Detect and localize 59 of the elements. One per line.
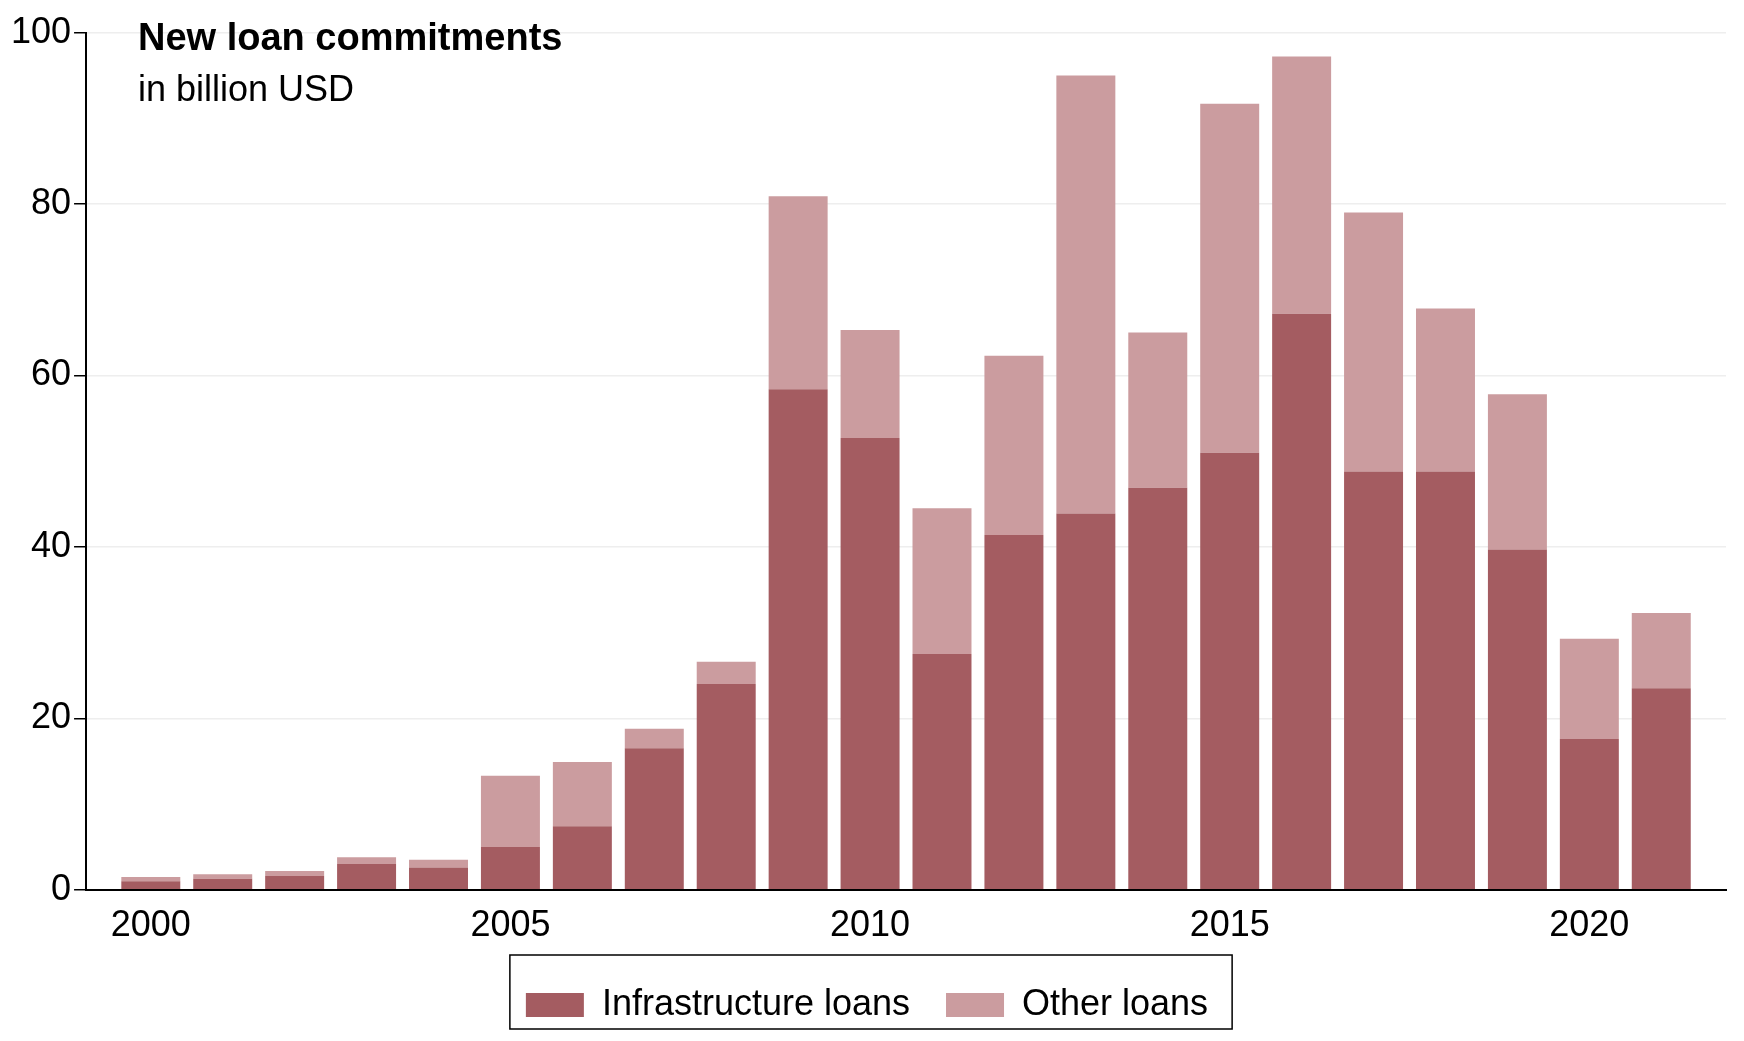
x-tick-label: 2020 (1549, 903, 1630, 945)
bar (840, 330, 900, 439)
bar (265, 876, 325, 890)
bar (1128, 487, 1188, 890)
bar (121, 881, 181, 890)
bar (552, 826, 612, 890)
text: in billion USD (138, 68, 355, 110)
bar (552, 762, 612, 827)
bar (193, 874, 253, 879)
bar (624, 728, 684, 749)
y-tick-label: 40 (31, 523, 72, 565)
legend-label: Other loans (1022, 981, 1209, 1023)
bar (1056, 75, 1116, 514)
bar (1344, 212, 1404, 472)
bar (1272, 56, 1332, 314)
bar (1344, 471, 1404, 890)
bar (1416, 308, 1475, 472)
bar (409, 867, 468, 890)
bar (624, 748, 684, 890)
bar (768, 389, 828, 890)
y-tick-label: 20 (31, 695, 72, 737)
bar (1559, 638, 1619, 739)
bar (840, 438, 900, 890)
bar (1487, 394, 1547, 550)
bar (1487, 549, 1547, 890)
legend-label: Infrastructure loans (601, 981, 911, 1023)
bar (480, 775, 540, 847)
bar (1631, 688, 1691, 890)
bar (193, 878, 253, 890)
bar (912, 508, 972, 655)
bar (1128, 332, 1188, 488)
bar (696, 684, 756, 890)
bar (1200, 103, 1260, 453)
x-tick-label: 2010 (830, 903, 911, 945)
bar (480, 846, 540, 890)
bar (337, 864, 397, 890)
bar (768, 196, 828, 390)
bar (1200, 452, 1260, 890)
y-tick-label: 100 (10, 9, 72, 51)
y-tick-label: 80 (31, 180, 72, 222)
x-tick-label: 2000 (110, 903, 191, 945)
bar (912, 654, 972, 890)
chart-title: New loan commitments (138, 16, 563, 59)
bar (1631, 612, 1691, 689)
bar (337, 857, 397, 865)
bar (984, 534, 1044, 890)
bar (984, 355, 1044, 535)
bar (265, 870, 325, 877)
y-tick-label: 60 (31, 352, 72, 394)
x-tick-label: 2015 (1189, 903, 1270, 945)
bar (1416, 471, 1475, 890)
bar (409, 859, 468, 868)
bar (1056, 513, 1116, 890)
bar (1272, 313, 1332, 890)
bar (696, 661, 756, 685)
bar (121, 876, 181, 882)
bar (1559, 738, 1619, 890)
x-tick-label: 2005 (470, 903, 551, 945)
y-tick-label: 0 (51, 866, 72, 908)
